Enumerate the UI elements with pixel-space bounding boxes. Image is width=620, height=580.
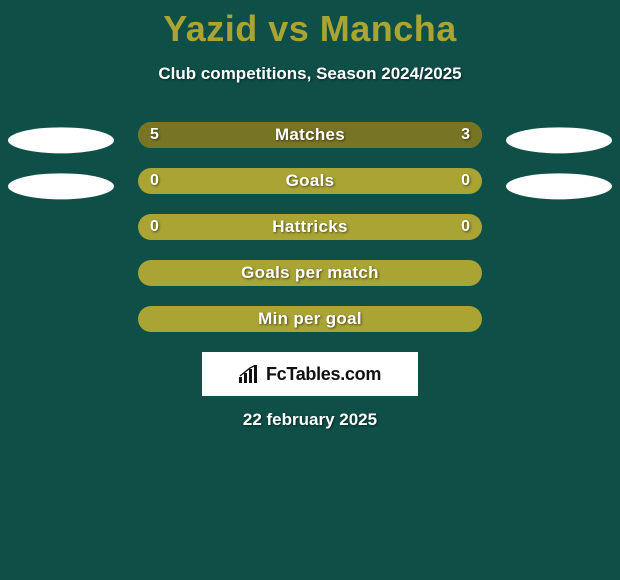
page-subtitle: Club competitions, Season 2024/2025 (0, 64, 620, 84)
bars-icon (239, 365, 261, 383)
stat-row: 5 3 Matches (0, 122, 620, 168)
stat-row: Min per goal (0, 306, 620, 352)
brand-badge: FcTables.com (202, 352, 418, 396)
stat-rows: 5 3 Matches 0 0 Goals 0 0 Hattricks Goals per mat… (0, 122, 620, 352)
brand-text: FcTables.com (266, 364, 381, 385)
stat-label: Matches (275, 125, 345, 145)
team-marker-left (8, 127, 114, 153)
stat-bar: 5 3 Matches (138, 122, 482, 148)
stat-label: Goals per match (241, 263, 379, 283)
stat-row: 0 0 Hattricks (0, 214, 620, 260)
stat-label: Min per goal (258, 309, 362, 329)
stat-bar: 0 0 Hattricks (138, 214, 482, 240)
stat-label: Hattricks (272, 217, 347, 237)
team-marker-right (506, 173, 612, 199)
team-marker-left (8, 173, 114, 199)
stat-row: Goals per match (0, 260, 620, 306)
team-marker-right (506, 127, 612, 153)
comparison-infographic: Yazid vs Mancha Club competitions, Seaso… (0, 0, 620, 580)
stat-value-left: 5 (150, 126, 159, 144)
date-text: 22 february 2025 (0, 410, 620, 430)
stat-value-right: 3 (461, 126, 470, 144)
stat-label: Goals (286, 171, 335, 191)
stat-bar: Min per goal (138, 306, 482, 332)
stat-bar: Goals per match (138, 260, 482, 286)
stat-value-left: 0 (150, 172, 159, 190)
stat-value-right: 0 (461, 172, 470, 190)
page-title: Yazid vs Mancha (0, 0, 620, 50)
stat-bar: 0 0 Goals (138, 168, 482, 194)
stat-row: 0 0 Goals (0, 168, 620, 214)
stat-value-right: 0 (461, 218, 470, 236)
stat-value-left: 0 (150, 218, 159, 236)
